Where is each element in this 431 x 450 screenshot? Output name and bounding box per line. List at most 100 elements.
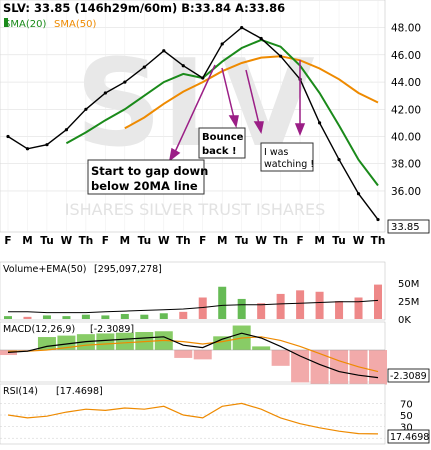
volume-bar <box>257 303 266 319</box>
volume-y-tick: 25M <box>398 297 419 308</box>
rsi-panel <box>0 383 386 445</box>
annotation-watching-line2: watching ! <box>264 159 314 170</box>
volume-bar <box>276 293 285 319</box>
price-point <box>142 65 146 69</box>
price-x-tick: Tu <box>235 235 248 247</box>
price-point <box>337 158 341 162</box>
volume-bar <box>62 316 71 319</box>
rsi-y-tick: 70 <box>400 399 413 410</box>
volume-bar <box>101 315 110 319</box>
volume-bar <box>120 313 129 319</box>
rsi-grid <box>0 403 385 439</box>
sma20-line <box>65 38 379 187</box>
price-point <box>317 121 322 125</box>
price-point <box>162 49 166 53</box>
annotation-gap-down-line1: Start to gap down <box>91 164 208 178</box>
macd-hist-bar <box>96 333 115 350</box>
annotation-gap-down-box <box>87 159 205 195</box>
price-x-tick: Th <box>371 235 386 247</box>
header-symbol-line: SLV: 33.85 (146h29m/60m) B:33.84 A:33.86 <box>3 1 285 15</box>
rsi-label: [17.4698] <box>56 386 103 397</box>
price-x-tick: F <box>297 235 304 247</box>
price-x-tick: M <box>22 235 32 247</box>
macd-hist-bar <box>213 336 232 350</box>
price-x-tick: W <box>255 235 267 247</box>
price-point <box>64 128 69 132</box>
price-point <box>6 134 10 139</box>
macd-hist-bar <box>57 335 76 350</box>
rsi-y-tick: 30 <box>400 423 413 434</box>
volume-bar <box>374 284 382 319</box>
macd-label: [-2.3089] <box>90 324 134 335</box>
volume-ema-line <box>8 299 379 314</box>
price-y-tick: 42.00 <box>391 104 421 116</box>
annotation-watching-box <box>260 142 314 172</box>
volume-title: Volume+EMA(50) <box>3 264 87 275</box>
price-point <box>45 143 49 147</box>
macd-hist-bar <box>193 350 212 360</box>
price-last-value: 33.85 <box>391 222 420 233</box>
price-x-tick: W <box>158 235 170 247</box>
macd-hist-bar <box>310 350 329 392</box>
price-point <box>103 91 107 95</box>
macd-hist-bar <box>349 350 368 391</box>
sma20-legend: SMA(20) <box>4 19 46 30</box>
annotation-watching-line1: I was <box>264 147 288 158</box>
volume-bar <box>237 298 246 319</box>
volume-bar <box>198 297 207 319</box>
volume-y-axis: 50M 25M 0K <box>398 279 419 326</box>
price-x-tick: Tu <box>138 235 151 247</box>
sma50-line <box>124 55 379 130</box>
macd-hist-bar <box>115 332 134 350</box>
price-x-tick: F <box>199 235 206 247</box>
price-point <box>279 54 283 58</box>
price-x-tick: M <box>120 235 130 247</box>
price-x-tick: Tu <box>40 235 53 247</box>
macd-hist-bar <box>271 350 290 366</box>
annotation-arrows <box>168 60 306 162</box>
price-point <box>201 76 205 80</box>
volume-label: [295,097,278] <box>94 264 162 275</box>
volume-bar <box>335 301 344 319</box>
volume-bar <box>218 286 227 319</box>
volume-bar <box>354 297 363 319</box>
price-x-axis: F M Tu W Th F M Tu W Th F M Tu W Th F M Tu W Th <box>4 235 385 247</box>
volume-bar <box>42 315 51 319</box>
rsi-title: RSI(14) <box>3 386 38 397</box>
annotation-gap-down-line2: below 20MA line <box>91 179 198 193</box>
volume-y-tick: 0K <box>398 315 411 326</box>
price-y-tick: 44.00 <box>391 77 421 89</box>
price-line <box>7 26 379 221</box>
price-point <box>240 26 244 30</box>
macd-hist-bar <box>291 350 310 383</box>
price-x-tick: W <box>353 235 365 247</box>
price-point <box>220 42 224 46</box>
rsi-line <box>7 402 379 435</box>
price-x-tick: Th <box>79 235 94 247</box>
macd-hist-bar <box>174 350 193 358</box>
rsi-last-value: 17.4698 <box>390 432 429 443</box>
price-y-tick: 36.00 <box>391 186 421 198</box>
volume-y-tick: 50M <box>398 279 419 290</box>
annotation-bounce-line1: Bounce <box>202 132 244 143</box>
price-point <box>123 80 127 84</box>
sma20-legend-swatch <box>4 18 8 27</box>
rsi-last-box <box>387 429 430 444</box>
rsi-y-tick: 50 <box>400 411 413 422</box>
macd-hist-bar <box>252 346 271 350</box>
macd-last-box <box>387 368 430 383</box>
price-x-tick: M <box>314 235 324 247</box>
macd-last-value: -2.3089 <box>390 371 427 382</box>
volume-bars <box>4 284 382 319</box>
price-point <box>356 192 361 196</box>
volume-bar <box>159 313 168 319</box>
price-x-tick: Th <box>176 235 191 247</box>
price-point <box>25 147 30 151</box>
price-y-tick: 40.00 <box>391 132 421 144</box>
macd-hist-bar <box>37 337 56 350</box>
volume-bar <box>81 314 90 319</box>
macd-hist-bar <box>369 350 387 385</box>
price-x-tick: M <box>217 235 227 247</box>
volume-bar <box>23 316 32 319</box>
price-y-tick: 38.00 <box>391 159 421 171</box>
